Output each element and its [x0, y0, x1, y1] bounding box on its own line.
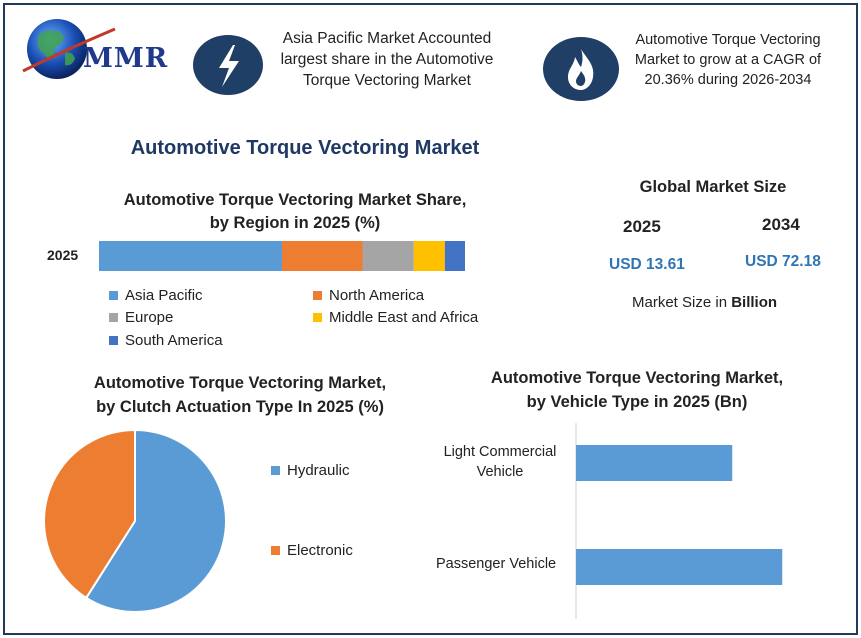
- legend-label: Asia Pacific: [125, 287, 203, 304]
- pie-slice-hydraulic: [84, 428, 227, 613]
- vehicle-bar-passenger-vehicle: [576, 549, 783, 585]
- vehicle-chart-title-line2: by Vehicle Type in 2025 (Bn): [526, 393, 748, 411]
- clutch-chart-title-line2: by Clutch Actuation Type In 2025 (%): [96, 398, 384, 416]
- vehicle-bar-light-commercial-vehicle: [576, 445, 733, 481]
- vehicle-bar-chart: [575, 423, 783, 619]
- legend-middle-east-africa: Middle East and Africa: [313, 309, 478, 326]
- vehicle-label-pv: Passenger Vehicle: [436, 556, 557, 572]
- clutch-pie-chart: [43, 428, 227, 613]
- legend-label: Europe: [125, 309, 174, 326]
- pie-slice-electronic: [43, 428, 136, 600]
- market-value-end: USD 72.18: [745, 253, 821, 270]
- legend-swatch: [313, 313, 322, 322]
- legend-label: South America: [125, 332, 223, 349]
- market-year-end: 2034: [762, 215, 800, 234]
- logo-text: MMR: [83, 43, 169, 74]
- vehicle-label-lcv: Light Commercial Vehicle: [425, 442, 575, 482]
- vehicle-label-lcv-line1: Light Commercial: [443, 444, 557, 460]
- legend-label: North America: [329, 287, 425, 304]
- legend-swatch: [271, 546, 280, 555]
- legend-label: Hydraulic: [287, 462, 350, 479]
- flame-icon: [568, 49, 594, 90]
- market-size-note-unit: Billion: [731, 294, 778, 311]
- infographic-frame: MMR Asia Pacific Market Accounted larges…: [3, 3, 858, 635]
- market-size-note-prefix: Market Size in: [632, 294, 732, 311]
- region-segment-north-america: [282, 241, 363, 271]
- legend-swatch: [271, 466, 280, 475]
- legend-asia-pacific: Asia Pacific: [109, 287, 203, 304]
- legend-electronic: Electronic: [271, 542, 353, 559]
- region-chart-title: Automotive Torque Vectoring Market Share…: [85, 189, 505, 235]
- region-row-label: 2025: [47, 247, 79, 263]
- market-year-start: 2025: [623, 217, 661, 236]
- legend-swatch: [109, 313, 118, 322]
- lightning-badge: [193, 35, 263, 95]
- legend-swatch: [109, 291, 118, 300]
- legend-swatch: [109, 336, 118, 345]
- flame-badge: [543, 37, 619, 101]
- lightning-icon: [219, 45, 239, 87]
- region-segment-middle-east-and-africa: [413, 241, 445, 271]
- region-segment-south-america: [444, 241, 465, 271]
- clutch-chart-title-line1: Automotive Torque Vectoring Market,: [93, 374, 387, 392]
- region-chart-title-line1: Automotive Torque Vectoring Market Share…: [123, 191, 467, 209]
- logo: MMR: [17, 13, 177, 85]
- legend-hydraulic: Hydraulic: [271, 462, 350, 479]
- main-title: Automotive Torque Vectoring Market: [130, 137, 480, 159]
- region-segment-europe: [362, 241, 414, 271]
- vehicle-label-lcv-line2: Vehicle: [476, 464, 524, 480]
- clutch-chart-title: Automotive Torque Vectoring Market, by C…: [45, 371, 435, 419]
- market-size-title: Global Market Size: [639, 178, 787, 196]
- legend-label: Middle East and Africa: [329, 309, 479, 326]
- legend-europe: Europe: [109, 309, 173, 326]
- legend-label: Electronic: [287, 542, 353, 559]
- globe-icon: [22, 19, 116, 79]
- market-size-note: Market Size in Billion: [632, 294, 777, 311]
- region-stacked-bar: [99, 241, 465, 271]
- info-left: Asia Pacific Market Accounted largest sh…: [280, 30, 494, 89]
- region-segment-asia-pacific: [99, 241, 282, 271]
- vehicle-chart-title: Automotive Torque Vectoring Market, by V…: [457, 366, 817, 414]
- legend-south-america: South America: [109, 332, 223, 349]
- legend-north-america: North America: [313, 287, 424, 304]
- region-chart-title-line2: by Region in 2025 (%): [209, 214, 381, 232]
- vehicle-chart-title-line1: Automotive Torque Vectoring Market,: [490, 369, 784, 387]
- market-value-start: USD 13.61: [609, 256, 685, 273]
- legend-swatch: [313, 291, 322, 300]
- info-right: Automotive Torque Vectoring Market to gr…: [634, 32, 822, 88]
